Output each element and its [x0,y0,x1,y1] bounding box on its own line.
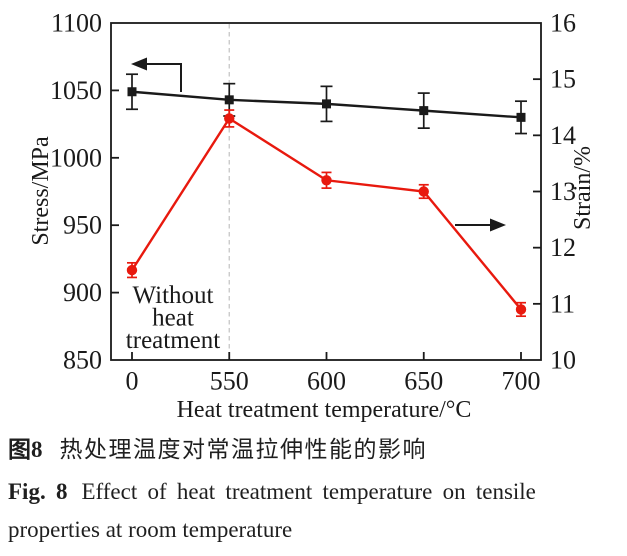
data-point-square [322,99,331,109]
data-point-circle [224,113,235,124]
data-point-circle [126,264,138,276]
left-axis-tick-label: 900 [63,278,102,307]
caption-text-zh: 热处理温度对常温拉伸性能的影响 [59,437,427,462]
x-axis-tick-label: 600 [307,367,346,396]
caption-line-zh: 图8 热处理温度对常温拉伸性能的影响 [8,435,619,464]
data-point-circle [418,186,429,197]
left-axis-tick-label: 1000 [50,143,102,172]
series-line [130,116,522,311]
annotation-without-heat-treatment: heat [152,305,194,332]
right-axis-tick-label: 12 [550,233,576,262]
x-axis-tick-label: 550 [210,367,249,396]
figure-number-en: Fig. 8 [8,479,68,505]
x-axis-tick-label: 650 [404,367,443,396]
data-point-square [516,112,526,122]
right-axis-tick-label: 10 [550,346,576,375]
series-strain [126,109,527,318]
right-arrow-icon [490,218,506,232]
annotation-without-heat-treatment: treatment [126,327,220,354]
caption-text-en-line1: Effect of heat treatment temperature on … [81,479,536,505]
caption-text-en-line2: properties at room temperature [8,516,293,542]
right-axis-tick-label: 11 [550,289,575,318]
right-axis-tick-label: 13 [550,177,576,206]
annotation-without-heat-treatment: Without [133,282,214,309]
left-arrow-icon [131,57,147,71]
series-stress [126,73,527,135]
figure-number-zh: 图8 [8,437,43,462]
right-axis-tick-label: 16 [550,9,576,38]
data-point-square [127,87,137,97]
right-axis-tick-label: 15 [550,65,576,94]
left-axis-tick-label: 850 [63,346,102,375]
x-axis-tick-label: 0 [126,367,139,396]
data-point-circle [515,304,527,315]
caption-line-en: Fig. 8 Effect of heat treatment temperatu… [8,477,619,506]
stress-axis-pointer-line [141,63,182,92]
right-axis-title: Strain/% [570,146,596,230]
figure-caption: 图8 热处理温度对常温拉伸性能的影响 Fig. 8 Effect of heat t… [0,433,627,544]
left-axis-tick-label: 1050 [50,76,102,105]
data-point-circle [321,175,332,186]
left-axis-tick-label: 1100 [51,9,102,38]
right-axis-tick-label: 14 [550,121,576,150]
data-point-square [224,95,234,105]
tensile-properties-chart: 850 900 950 1000 1050 1100 10 11 12 13 14 15 16 0 550 6… [28,9,596,424]
data-point-square [419,106,429,116]
left-axis-tick-label: 950 [63,211,102,240]
left-axis-title: Stress/MPa [28,136,54,246]
x-axis-tick-label: 700 [502,367,541,396]
x-axis-title: Heat treatment temperature/°C [177,397,472,423]
